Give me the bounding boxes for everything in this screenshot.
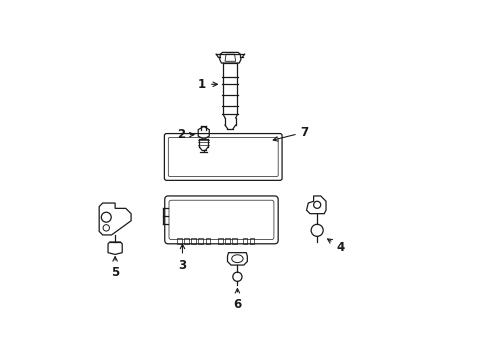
Text: 2: 2 bbox=[176, 128, 194, 141]
Text: 3: 3 bbox=[178, 244, 186, 271]
Text: 5: 5 bbox=[111, 257, 119, 279]
Text: 6: 6 bbox=[233, 289, 241, 311]
Text: 7: 7 bbox=[273, 126, 308, 141]
Text: 4: 4 bbox=[327, 239, 344, 254]
Text: 1: 1 bbox=[198, 78, 217, 91]
